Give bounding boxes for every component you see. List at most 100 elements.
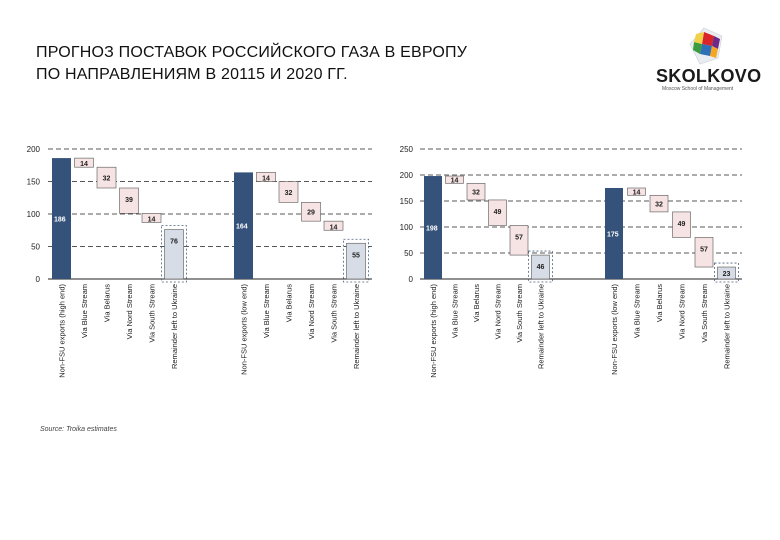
step-bar: [509, 225, 529, 256]
data-label: 29: [307, 210, 315, 217]
data-label: 32: [655, 202, 663, 209]
waterfall-group-2: 164 Non-FSU exports (low end) 14 Via Blue S…: [234, 172, 369, 375]
y-tick-label: 200: [400, 171, 414, 180]
data-label: 186: [54, 217, 66, 224]
remainder-bar: [346, 242, 366, 280]
category-label: Via Nord Stream: [678, 284, 687, 339]
source-note: Source: Troika estimates: [40, 426, 117, 433]
data-label: 46: [537, 264, 545, 271]
total-bar: [424, 176, 442, 279]
category-label: Via Belarus: [472, 284, 481, 322]
category-label: Via South Stream: [330, 284, 339, 343]
step-bar: [74, 157, 94, 168]
step-bar: [466, 183, 486, 201]
charts-root: 0 50 100 150 200 0 50 100 150 200 250 186 Non-FSU ex…: [27, 145, 742, 378]
data-label: 198: [426, 226, 438, 233]
category-label: Via South Stream: [700, 284, 709, 343]
remainder-bar: [531, 254, 550, 280]
category-label: Via Blue Stream: [80, 284, 89, 338]
remainder-bar: [717, 266, 736, 280]
step-bar: [488, 199, 507, 226]
data-label: 14: [330, 224, 338, 231]
logo-tagline: Moscow School of Management: [662, 86, 734, 92]
y-tick-label: 200: [27, 145, 41, 154]
category-label: Via Belarus: [285, 284, 294, 322]
category-label: Via Nord Stream: [307, 284, 316, 339]
step-bar: [649, 194, 669, 213]
data-label: 32: [103, 176, 111, 183]
category-label: Non-FSU exports (high end): [429, 284, 438, 378]
total-bar: [234, 172, 253, 279]
y-tick-label: 0: [36, 275, 41, 284]
y-tick-label: 0: [409, 275, 414, 284]
waterfall-group-1: 186 Non-FSU exports (high end) 14 Via Blue …: [52, 157, 187, 378]
y-tick-label: 150: [400, 197, 414, 206]
data-label: 76: [170, 239, 178, 246]
step-bar: [301, 202, 321, 222]
step-bar: [256, 172, 276, 182]
data-label: 39: [125, 197, 133, 204]
remainder-bar: [164, 229, 184, 280]
cube-icon: [689, 27, 723, 65]
category-label: Remainder left to Ukraine: [170, 284, 179, 369]
y-tick-label: 100: [400, 223, 414, 232]
step-bar: [96, 166, 117, 189]
data-label: 164: [236, 224, 248, 231]
category-label: Non-FSU exports (low end): [240, 284, 249, 375]
waterfall-group-4: 175 Non-FSU exports (low end) 14 Via Blue S…: [605, 187, 739, 375]
category-label: Non-FSU exports (high end): [58, 284, 67, 378]
category-label: Remainder left to Ukraine: [537, 284, 546, 369]
data-label: 55: [352, 252, 360, 259]
step-bar: [141, 213, 162, 223]
data-label: 57: [515, 234, 523, 241]
data-label: 14: [80, 161, 88, 168]
category-label: Via Nord Stream: [494, 284, 503, 339]
data-label: 32: [472, 190, 480, 197]
step-bar: [694, 237, 714, 268]
y-tick-label: 50: [404, 249, 413, 258]
total-bar: [605, 188, 623, 279]
category-label: Via Blue Stream: [451, 284, 460, 338]
category-label: Via South Stream: [148, 284, 157, 343]
y-tick-label: 50: [31, 243, 40, 252]
data-label: 57: [700, 246, 708, 253]
waterfall-group-3: 198 Non-FSU exports (high end) 14 Via Blue …: [424, 175, 553, 378]
step-bar: [323, 220, 344, 231]
step-bar: [445, 175, 464, 184]
data-label: 14: [451, 177, 459, 184]
total-bar: [52, 158, 71, 279]
y-tick-label: 100: [27, 210, 41, 219]
data-label: 49: [678, 221, 686, 228]
title-line-1: ПРОГНОЗ ПОСТАВОК РОССИЙСКОГО ГАЗА В ЕВРО…: [36, 44, 468, 61]
title-line-2: ПО НАПРАВЛЕНИЯМ В 20115 И 2020 ГГ.: [36, 66, 348, 83]
step-bar: [627, 187, 646, 196]
category-label: Via Blue Stream: [262, 284, 271, 338]
logo: SKOLKOVO Moscow School of Management: [648, 24, 762, 94]
category-label: Remainder left to Ukraine: [723, 284, 732, 369]
category-label: Remainder left to Ukraine: [352, 284, 361, 369]
step-bar: [672, 211, 691, 238]
remainder-highlight-frame: [528, 250, 553, 283]
data-label: 14: [148, 216, 156, 223]
category-label: Via Belarus: [103, 284, 112, 322]
data-label: 14: [633, 189, 641, 196]
data-label: 14: [262, 176, 270, 183]
category-label: Via Nord Stream: [125, 284, 134, 339]
logo-name: SKOLKOVO: [656, 66, 762, 86]
data-label: 32: [285, 190, 293, 197]
category-label: Non-FSU exports (low end): [610, 284, 619, 375]
data-label: 49: [494, 209, 502, 216]
data-label: 175: [607, 232, 619, 239]
data-label: 23: [723, 271, 731, 278]
page-title: ПРОГНОЗ ПОСТАВОК РОССИЙСКОГО ГАЗА В ЕВРО…: [36, 42, 467, 86]
category-label: Via Belarus: [655, 284, 664, 322]
y-tick-label: 150: [27, 178, 41, 187]
step-bar: [278, 181, 299, 203]
category-label: Via Blue Stream: [633, 284, 642, 338]
step-bar: [119, 187, 139, 214]
remainder-highlight-frame: [343, 238, 369, 283]
category-label: Via South Stream: [515, 284, 524, 343]
remainder-highlight-frame: [161, 225, 187, 283]
remainder-highlight-frame: [714, 262, 739, 283]
